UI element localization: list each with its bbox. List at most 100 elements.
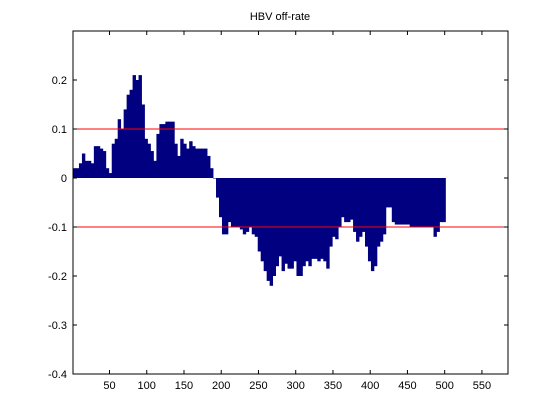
bar <box>159 124 163 178</box>
x-tick-label: 250 <box>249 380 267 392</box>
bar <box>204 148 208 178</box>
bar <box>418 178 422 227</box>
bar <box>120 129 125 178</box>
y-tick-label: -0.1 <box>48 222 67 234</box>
bar <box>376 178 381 247</box>
x-tick-label: 350 <box>324 380 342 392</box>
bar <box>221 178 226 235</box>
bar <box>102 151 107 178</box>
bar <box>129 89 133 178</box>
bar <box>329 178 333 247</box>
bar <box>114 138 119 178</box>
bar <box>382 178 387 235</box>
bar <box>409 178 414 227</box>
bar <box>362 178 366 232</box>
bar <box>111 143 116 178</box>
bar <box>236 178 241 227</box>
bar <box>96 146 101 178</box>
x-tick-label: 100 <box>138 380 156 392</box>
x-tick-label: 550 <box>473 380 491 392</box>
bar <box>335 178 339 240</box>
bar <box>338 178 342 227</box>
bar <box>123 109 128 178</box>
y-axis: -0.4 -0.3 -0.2 -0.1 0 0.1 0.2 <box>48 75 508 381</box>
y-tick-label: -0.3 <box>48 320 67 332</box>
bar <box>233 178 238 227</box>
bar <box>314 178 318 259</box>
bar <box>248 178 253 227</box>
bar <box>117 119 122 178</box>
bar <box>424 178 428 227</box>
bar <box>75 168 80 178</box>
bar <box>308 178 312 267</box>
reference-lines <box>73 128 508 228</box>
bar <box>347 178 351 223</box>
bar <box>302 178 306 267</box>
x-tick-label: 50 <box>103 380 115 392</box>
bar <box>275 178 279 267</box>
bar <box>126 94 131 178</box>
bar <box>305 178 309 262</box>
bar <box>427 178 431 227</box>
bar <box>388 178 393 208</box>
bar <box>180 138 184 178</box>
bar <box>415 178 420 227</box>
bar <box>210 168 214 178</box>
bar <box>391 178 396 223</box>
bar <box>364 178 369 247</box>
bar <box>230 178 235 227</box>
bar <box>207 155 211 178</box>
bar <box>442 178 446 223</box>
bar <box>81 153 86 178</box>
bar <box>213 178 217 179</box>
chart-title: HBV off-rate <box>249 11 311 23</box>
x-tick-label: 300 <box>287 380 305 392</box>
bar <box>150 151 154 178</box>
bar <box>400 178 405 225</box>
bar <box>403 178 408 225</box>
bar <box>168 121 172 178</box>
bar <box>138 75 142 178</box>
bar <box>198 148 202 178</box>
bar <box>385 178 390 208</box>
bar <box>341 178 345 218</box>
x-tick-label: 200 <box>212 380 230 392</box>
bar-series <box>73 75 446 286</box>
bar <box>379 178 384 242</box>
bar <box>224 178 229 235</box>
bar <box>350 178 354 220</box>
bar <box>332 178 336 237</box>
bar <box>269 178 274 286</box>
bar <box>177 155 181 178</box>
bar <box>156 133 160 178</box>
bar <box>162 124 166 178</box>
bar <box>397 178 402 225</box>
bar <box>254 178 259 237</box>
bar <box>290 178 294 269</box>
bar <box>153 160 157 178</box>
bar <box>320 178 324 259</box>
bar <box>436 178 440 232</box>
bar <box>90 163 95 178</box>
bar <box>78 163 83 178</box>
bar <box>242 178 247 235</box>
bar <box>287 178 291 269</box>
x-tick-label: 450 <box>398 380 416 392</box>
bar <box>266 178 271 281</box>
bar <box>367 178 372 262</box>
bar <box>186 148 190 178</box>
bar <box>281 178 285 272</box>
bar <box>183 143 187 178</box>
bar <box>439 178 443 223</box>
axes-box <box>72 30 509 375</box>
bar <box>87 160 92 178</box>
bar <box>260 178 265 262</box>
bar <box>105 168 110 178</box>
bar <box>251 178 256 235</box>
bar <box>192 146 196 178</box>
bar <box>84 160 89 178</box>
bar <box>189 141 193 178</box>
bar <box>359 178 363 237</box>
bar <box>263 178 268 272</box>
x-axis: 50 100 150 200 250 300 350 400 450 500 550 <box>103 31 491 392</box>
